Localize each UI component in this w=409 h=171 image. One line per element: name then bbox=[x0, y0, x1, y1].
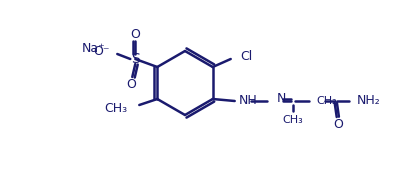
Text: CH₂: CH₂ bbox=[316, 96, 337, 106]
Text: Na⁺: Na⁺ bbox=[81, 43, 105, 56]
Text: O⁻: O⁻ bbox=[92, 45, 109, 58]
Text: NH: NH bbox=[238, 95, 257, 108]
Text: S: S bbox=[130, 52, 139, 66]
Text: N: N bbox=[276, 93, 285, 106]
Text: CH₃: CH₃ bbox=[104, 102, 127, 115]
Text: Cl: Cl bbox=[240, 50, 252, 63]
Text: O: O bbox=[130, 29, 140, 42]
Text: O: O bbox=[332, 119, 342, 131]
Text: O: O bbox=[126, 78, 136, 91]
Text: NH₂: NH₂ bbox=[356, 95, 380, 108]
Text: CH₃: CH₃ bbox=[282, 115, 302, 125]
